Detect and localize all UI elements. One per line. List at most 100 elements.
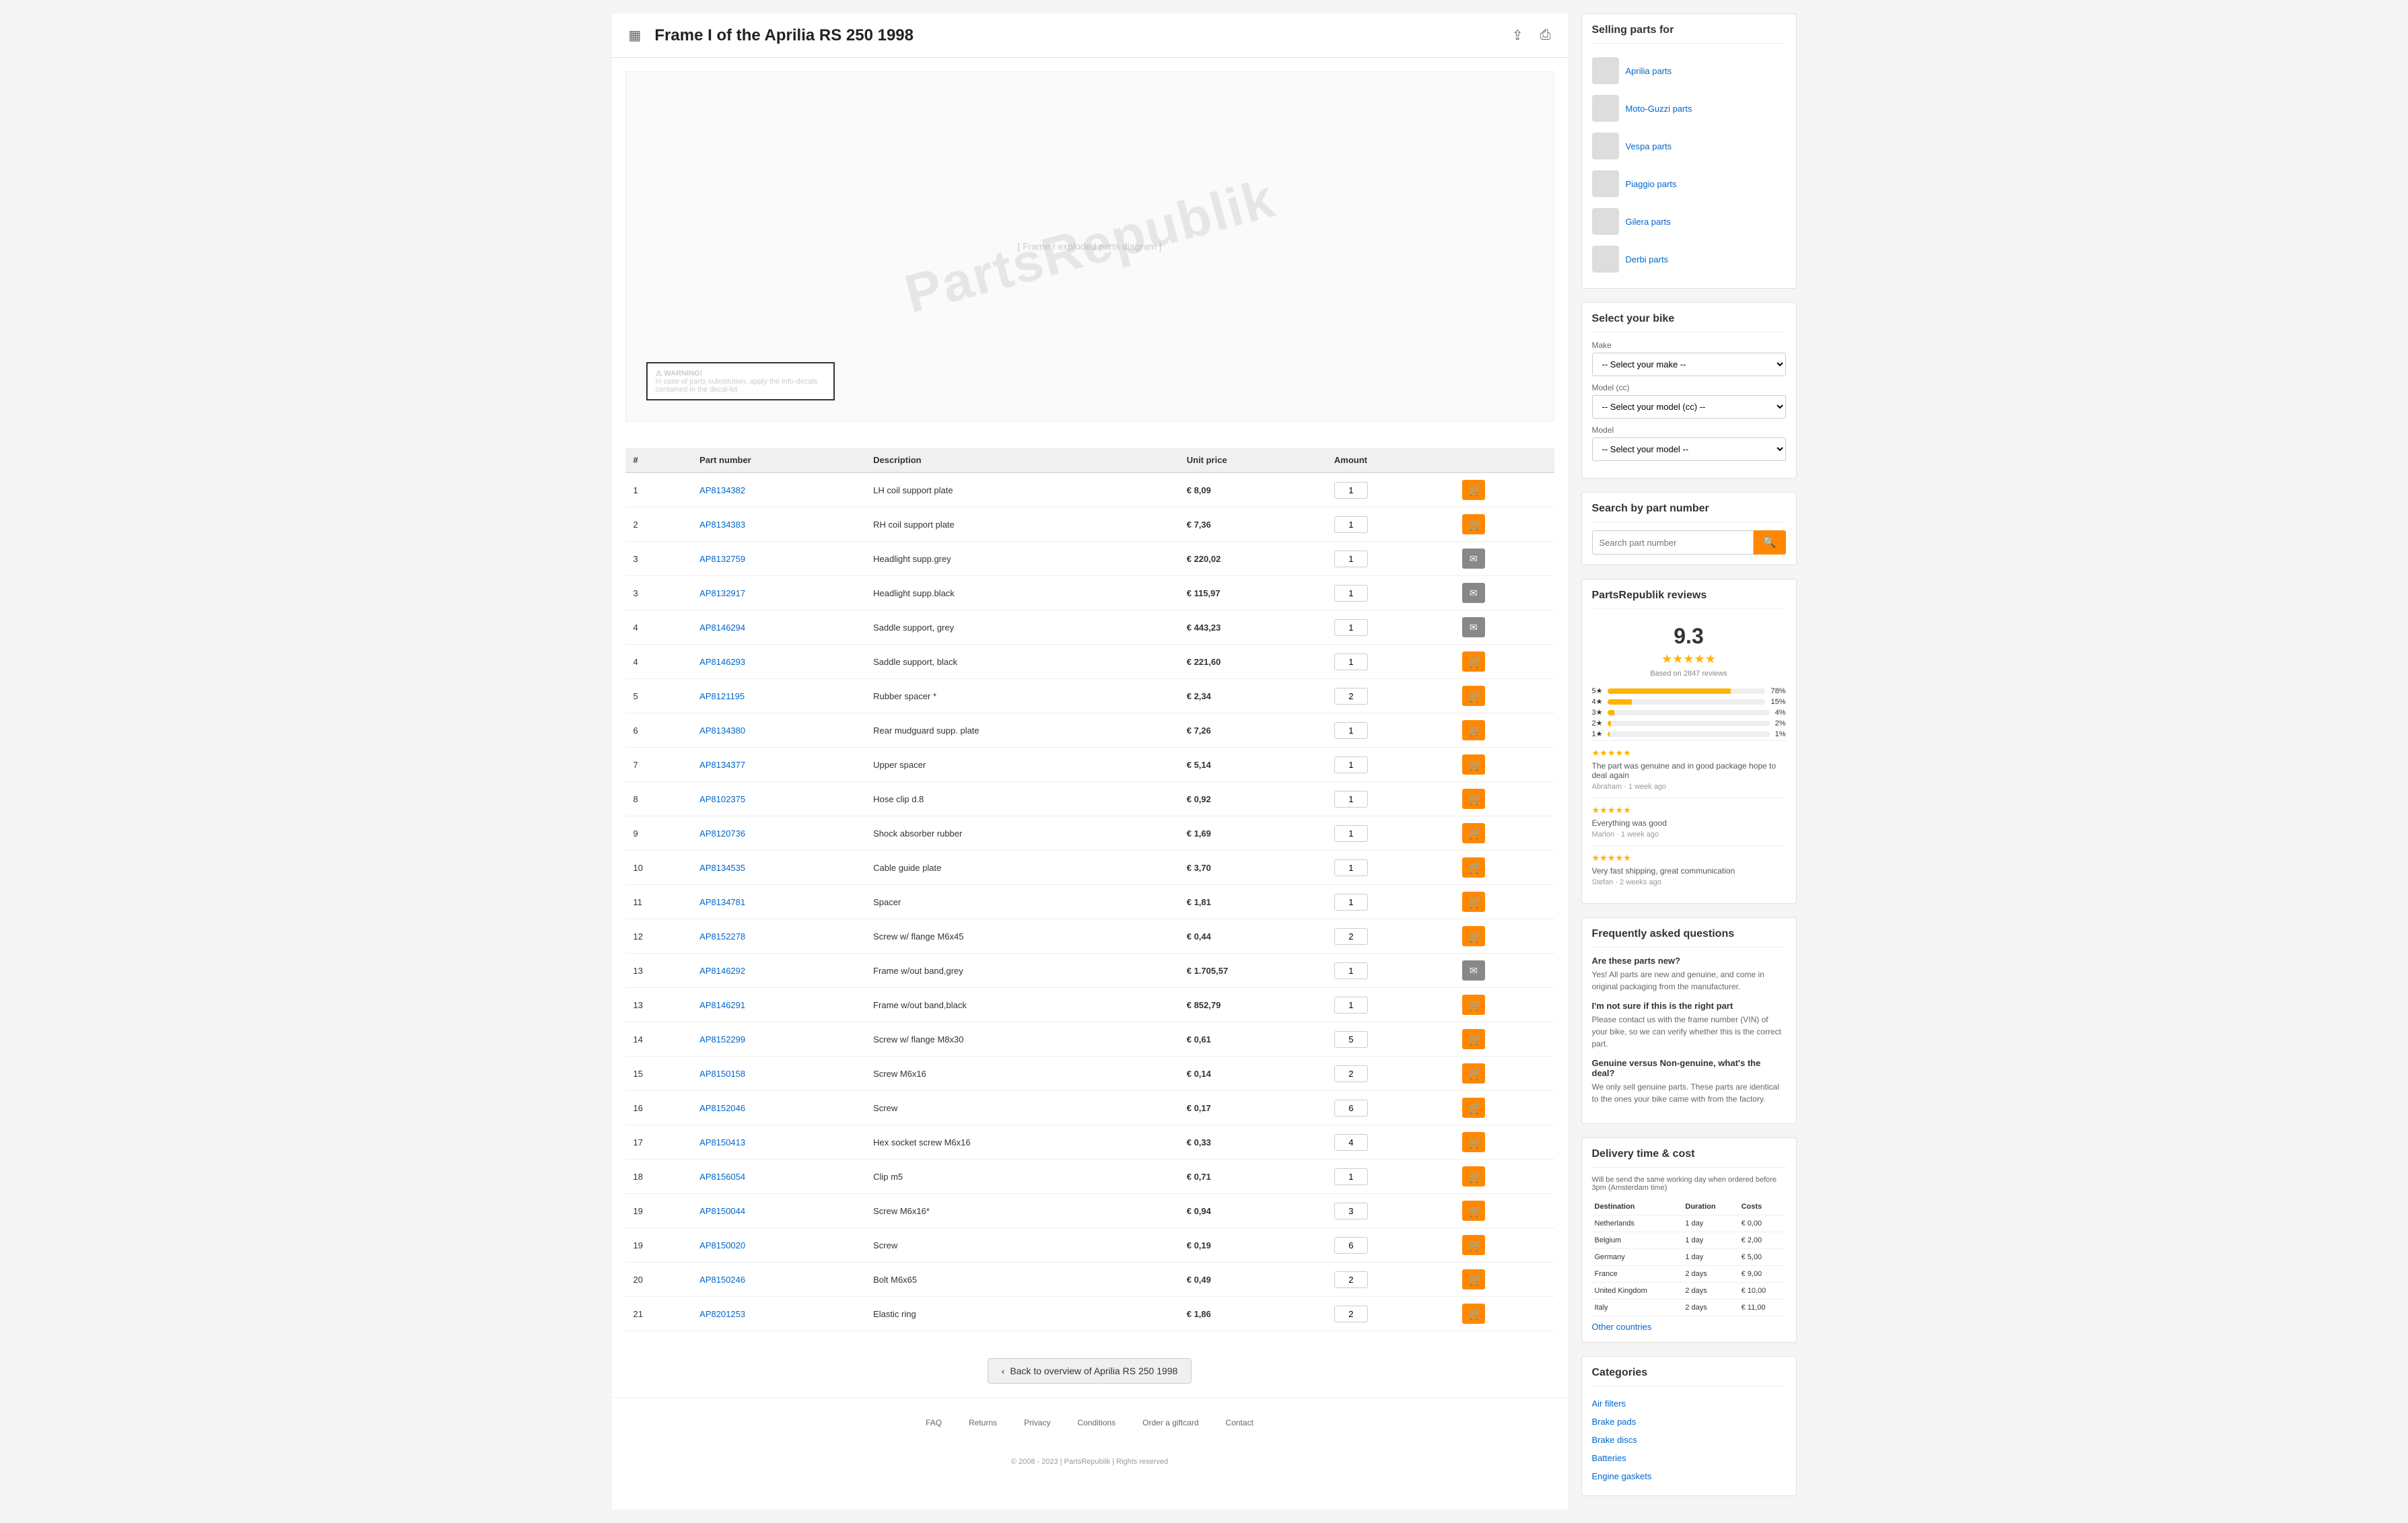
- qty-input[interactable]: [1334, 1271, 1368, 1288]
- add-to-cart-button[interactable]: 🛒: [1462, 926, 1485, 946]
- brand-link[interactable]: Gilera parts: [1626, 217, 1671, 227]
- add-to-cart-button[interactable]: 🛒: [1462, 1269, 1485, 1289]
- qty-input[interactable]: [1334, 1031, 1368, 1048]
- footer-link[interactable]: FAQ: [926, 1418, 942, 1427]
- other-countries-link[interactable]: Other countries: [1592, 1322, 1786, 1332]
- add-to-cart-button[interactable]: 🛒: [1462, 1235, 1485, 1255]
- part-number-link[interactable]: AP8134382: [699, 485, 745, 495]
- add-to-cart-button[interactable]: 🛒: [1462, 754, 1485, 775]
- print-icon[interactable]: ⎙: [1537, 24, 1554, 46]
- qty-input[interactable]: [1334, 859, 1368, 876]
- add-to-cart-button[interactable]: 🛒: [1462, 514, 1485, 534]
- add-to-cart-button[interactable]: 🛒: [1462, 1166, 1485, 1186]
- qty-input[interactable]: [1334, 1065, 1368, 1082]
- qty-input[interactable]: [1334, 756, 1368, 773]
- category-link[interactable]: Brake pads: [1592, 1413, 1786, 1431]
- part-number-link[interactable]: AP8150044: [699, 1206, 745, 1216]
- category-link[interactable]: Engine gaskets: [1592, 1467, 1786, 1485]
- search-input[interactable]: [1592, 530, 1754, 555]
- qty-input[interactable]: [1334, 962, 1368, 979]
- qty-input[interactable]: [1334, 1134, 1368, 1151]
- part-number-link[interactable]: AP8134380: [699, 725, 745, 736]
- qty-input[interactable]: [1334, 894, 1368, 911]
- notify-button[interactable]: ✉: [1462, 617, 1485, 637]
- qty-input[interactable]: [1334, 928, 1368, 945]
- part-number-link[interactable]: AP8146292: [699, 966, 745, 976]
- share-icon[interactable]: ⇪: [1509, 24, 1527, 47]
- part-number-link[interactable]: AP8121195: [699, 691, 745, 701]
- qty-input[interactable]: [1334, 997, 1368, 1014]
- qty-input[interactable]: [1334, 1306, 1368, 1322]
- part-number-link[interactable]: AP8152278: [699, 931, 745, 942]
- add-to-cart-button[interactable]: 🛒: [1462, 1029, 1485, 1049]
- part-number-link[interactable]: AP8134535: [699, 863, 745, 873]
- qty-input[interactable]: [1334, 1100, 1368, 1117]
- part-number-link[interactable]: AP8150413: [699, 1137, 745, 1147]
- add-to-cart-button[interactable]: 🛒: [1462, 892, 1485, 912]
- brand-link[interactable]: Aprilia parts: [1626, 66, 1672, 76]
- notify-button[interactable]: ✉: [1462, 583, 1485, 603]
- notify-button[interactable]: ✉: [1462, 548, 1485, 569]
- model-select[interactable]: -- Select your model --: [1592, 437, 1786, 461]
- category-link[interactable]: Batteries: [1592, 1449, 1786, 1467]
- category-link[interactable]: Brake discs: [1592, 1431, 1786, 1449]
- qty-input[interactable]: [1334, 585, 1368, 602]
- add-to-cart-button[interactable]: 🛒: [1462, 480, 1485, 500]
- qty-input[interactable]: [1334, 619, 1368, 636]
- brand-link[interactable]: Piaggio parts: [1626, 179, 1677, 189]
- add-to-cart-button[interactable]: 🛒: [1462, 686, 1485, 706]
- part-number-link[interactable]: AP8150246: [699, 1275, 745, 1285]
- brand-link[interactable]: Moto-Guzzi parts: [1626, 104, 1692, 114]
- add-to-cart-button[interactable]: 🛒: [1462, 1201, 1485, 1221]
- parts-diagram[interactable]: [ Frame I exploded parts diagram ] Parts…: [625, 71, 1554, 421]
- qty-input[interactable]: [1334, 825, 1368, 842]
- part-number-link[interactable]: AP8150158: [699, 1069, 745, 1079]
- qty-input[interactable]: [1334, 653, 1368, 670]
- part-number-link[interactable]: AP8150020: [699, 1240, 745, 1250]
- back-button[interactable]: ‹ Back to overview of Aprilia RS 250 199…: [988, 1358, 1192, 1384]
- footer-link[interactable]: Conditions: [1077, 1418, 1115, 1427]
- add-to-cart-button[interactable]: 🛒: [1462, 1304, 1485, 1324]
- qty-input[interactable]: [1334, 516, 1368, 533]
- add-to-cart-button[interactable]: 🛒: [1462, 857, 1485, 878]
- part-number-link[interactable]: AP8134383: [699, 520, 745, 530]
- add-to-cart-button[interactable]: 🛒: [1462, 1132, 1485, 1152]
- search-button[interactable]: 🔍: [1754, 530, 1786, 555]
- add-to-cart-button[interactable]: 🛒: [1462, 1063, 1485, 1084]
- qty-input[interactable]: [1334, 1237, 1368, 1254]
- notify-button[interactable]: ✉: [1462, 960, 1485, 981]
- qty-input[interactable]: [1334, 551, 1368, 567]
- qty-input[interactable]: [1334, 482, 1368, 499]
- part-number-link[interactable]: AP8146293: [699, 657, 745, 667]
- footer-link[interactable]: Contact: [1226, 1418, 1253, 1427]
- qty-input[interactable]: [1334, 688, 1368, 705]
- part-number-link[interactable]: AP8134377: [699, 760, 745, 770]
- add-to-cart-button[interactable]: 🛒: [1462, 720, 1485, 740]
- part-number-link[interactable]: AP8134781: [699, 897, 745, 907]
- qty-input[interactable]: [1334, 722, 1368, 739]
- part-number-link[interactable]: AP8120736: [699, 828, 745, 839]
- part-number-link[interactable]: AP8201253: [699, 1309, 745, 1319]
- qty-input[interactable]: [1334, 791, 1368, 808]
- footer-link[interactable]: Privacy: [1024, 1418, 1050, 1427]
- footer-link[interactable]: Order a giftcard: [1142, 1418, 1198, 1427]
- part-number-link[interactable]: AP8156054: [699, 1172, 745, 1182]
- qty-input[interactable]: [1334, 1168, 1368, 1185]
- part-number-link[interactable]: AP8152046: [699, 1103, 745, 1113]
- add-to-cart-button[interactable]: 🛒: [1462, 823, 1485, 843]
- part-number-link[interactable]: AP8132759: [699, 554, 745, 564]
- part-number-link[interactable]: AP8102375: [699, 794, 745, 804]
- brand-link[interactable]: Derbi parts: [1626, 254, 1669, 264]
- qty-input[interactable]: [1334, 1203, 1368, 1219]
- part-number-link[interactable]: AP8146291: [699, 1000, 745, 1010]
- part-number-link[interactable]: AP8132917: [699, 588, 745, 598]
- category-link[interactable]: Air filters: [1592, 1394, 1786, 1413]
- grid-icon[interactable]: ▦: [625, 24, 645, 47]
- part-number-link[interactable]: AP8146294: [699, 623, 745, 633]
- footer-link[interactable]: Returns: [969, 1418, 997, 1427]
- part-number-link[interactable]: AP8152299: [699, 1034, 745, 1044]
- make-select[interactable]: -- Select your make --: [1592, 353, 1786, 376]
- add-to-cart-button[interactable]: 🛒: [1462, 1098, 1485, 1118]
- add-to-cart-button[interactable]: 🛒: [1462, 651, 1485, 672]
- add-to-cart-button[interactable]: 🛒: [1462, 789, 1485, 809]
